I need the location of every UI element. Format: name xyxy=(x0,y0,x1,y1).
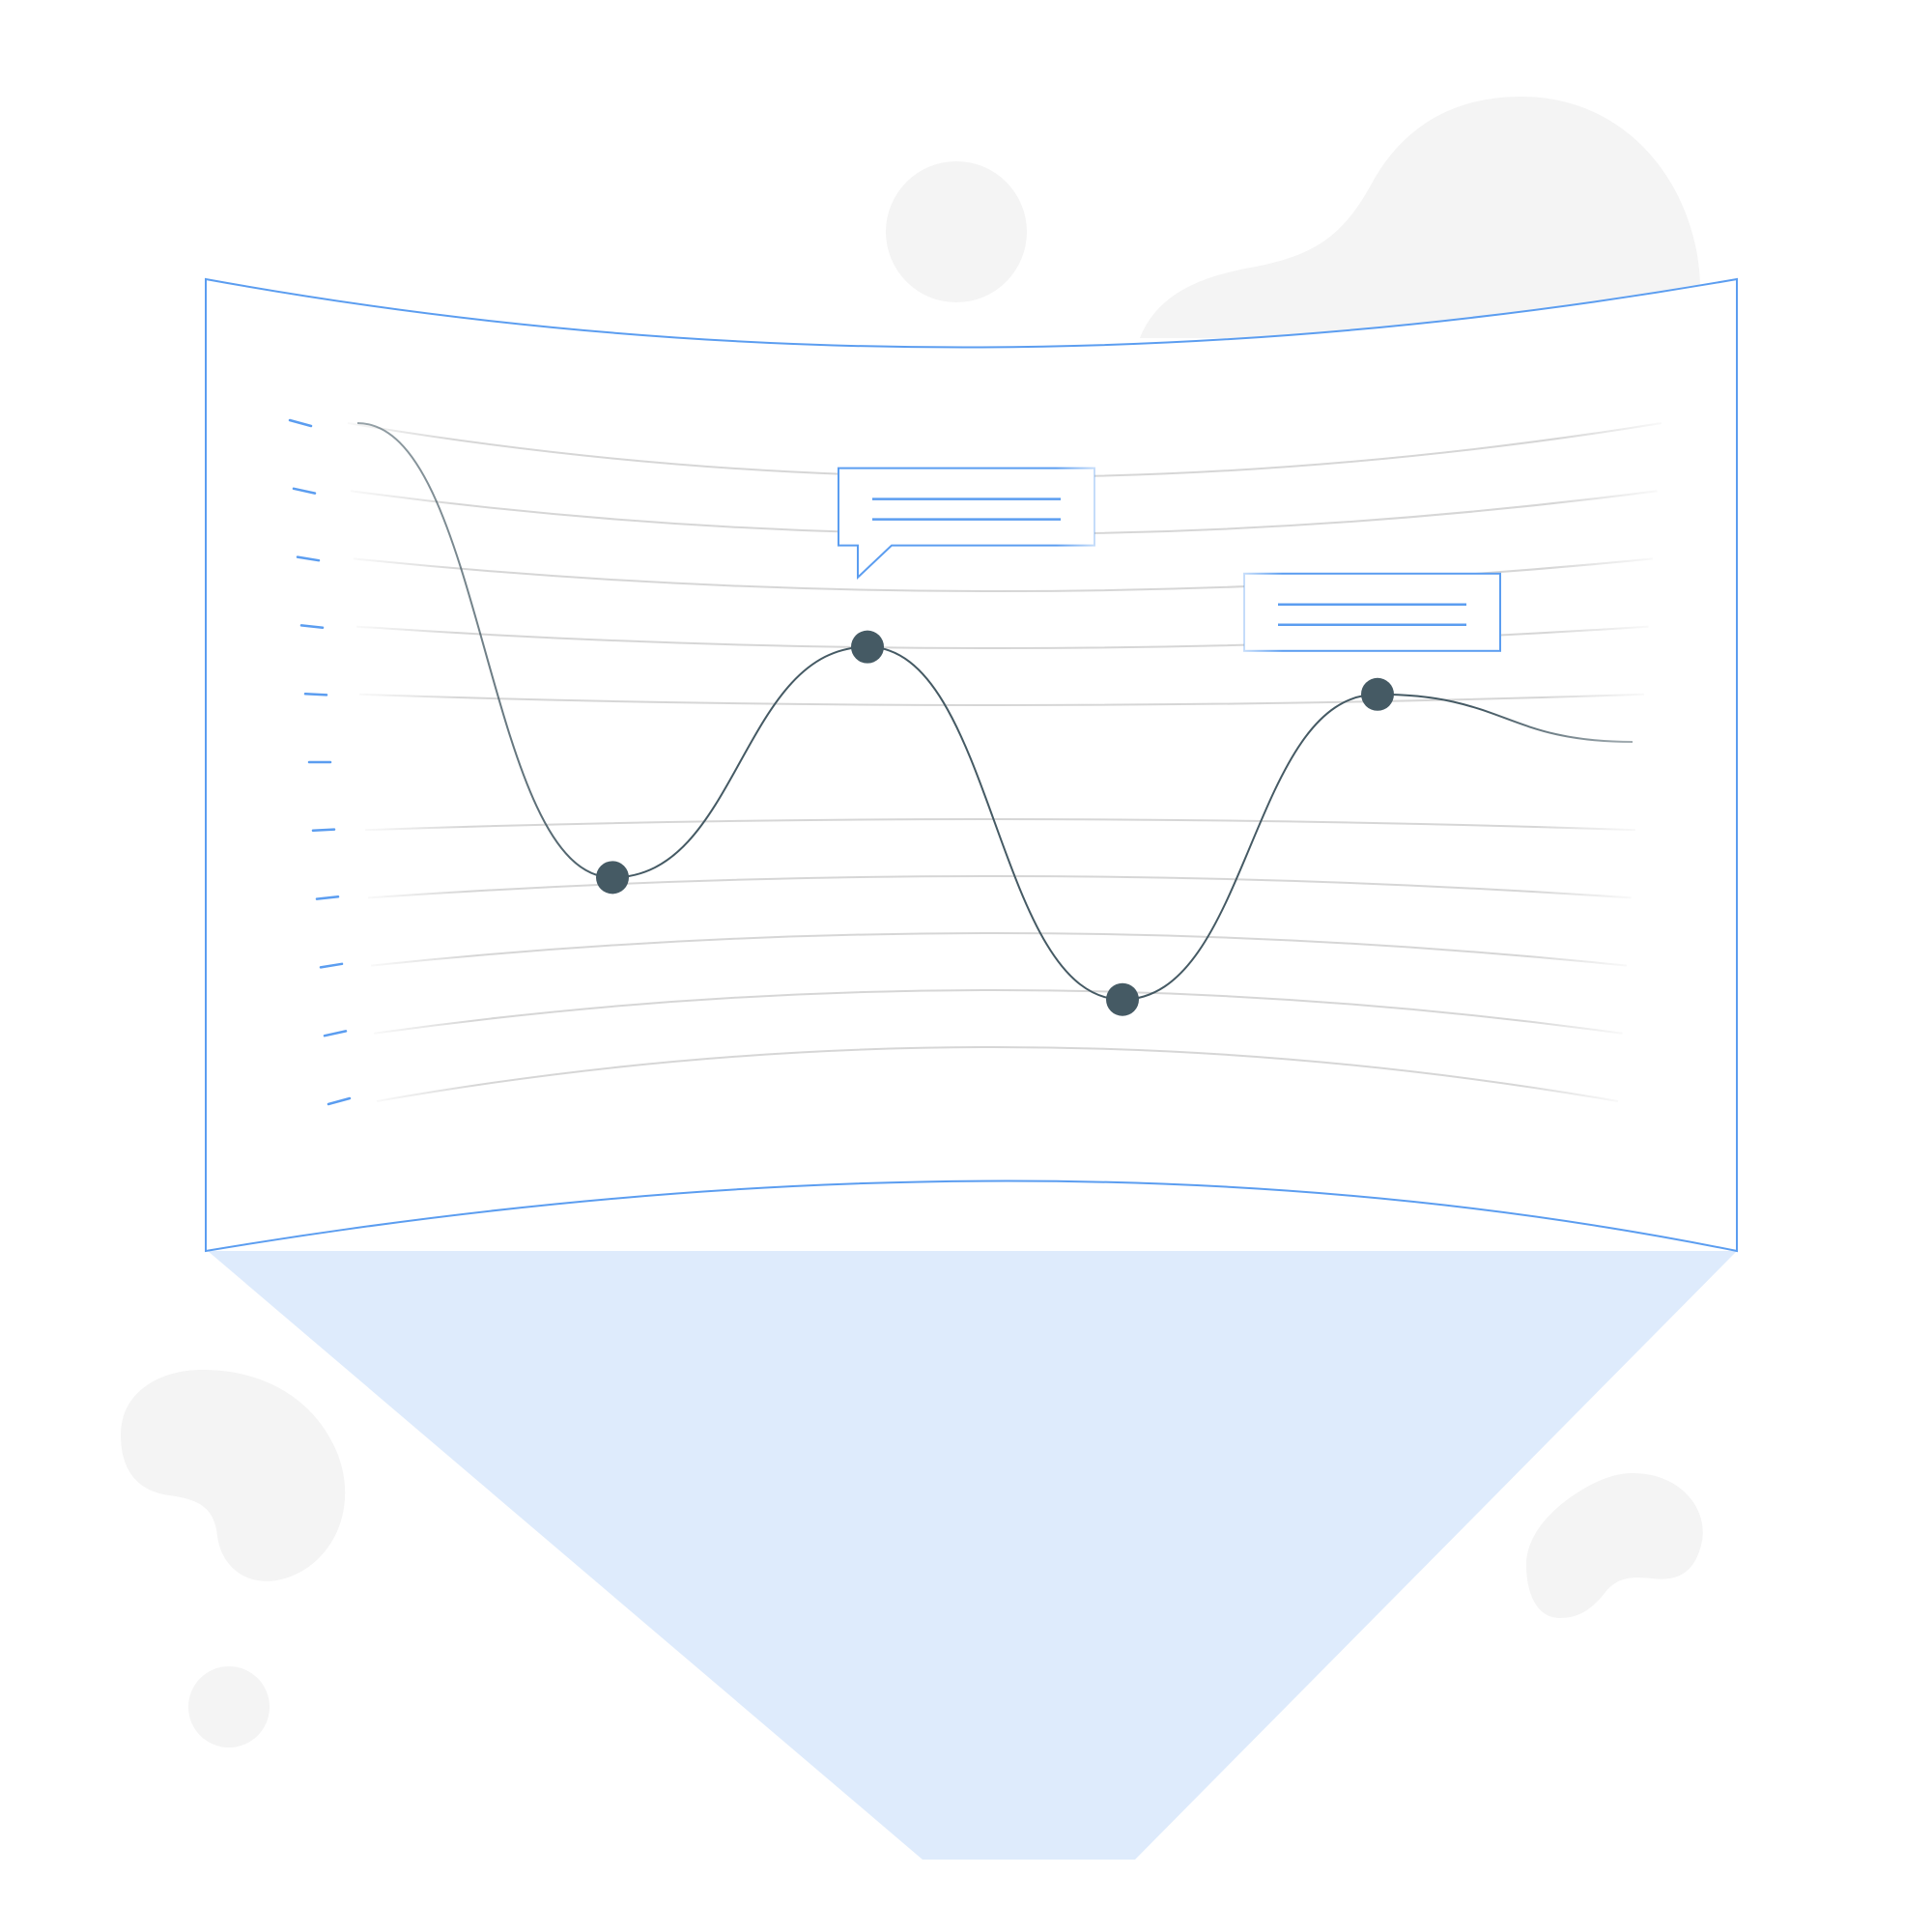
chart-callouts xyxy=(838,467,1501,652)
curved-screen xyxy=(205,277,1738,1253)
y-tick xyxy=(327,1096,352,1106)
data-point xyxy=(596,861,629,895)
blob-top-right xyxy=(1140,97,1700,338)
grid-line xyxy=(358,693,1645,706)
y-tick xyxy=(303,692,328,696)
background-blobs xyxy=(121,97,1703,1747)
y-tick xyxy=(299,624,325,630)
y-tick xyxy=(311,828,336,833)
y-tick xyxy=(323,1030,348,1037)
y-tick xyxy=(292,487,317,495)
y-tick xyxy=(315,895,340,900)
data-point xyxy=(851,630,884,664)
grid-line xyxy=(367,875,1632,899)
y-tick xyxy=(288,418,313,428)
projection-cone xyxy=(208,1251,1737,1860)
blob-bottom-right xyxy=(1526,1473,1703,1618)
blob-circle-top xyxy=(886,161,1027,302)
data-point xyxy=(1361,677,1394,711)
blob-circle-bottom-left xyxy=(188,1666,270,1747)
grid-line xyxy=(376,1046,1619,1102)
speech-bubble-callout xyxy=(838,467,1095,580)
y-axis-ticks xyxy=(288,418,352,1106)
chart-series xyxy=(356,422,1634,1016)
grid-line xyxy=(370,932,1628,967)
label-box-callout xyxy=(1243,572,1501,652)
grid-line xyxy=(373,989,1623,1035)
y-tick xyxy=(296,555,321,562)
y-tick xyxy=(319,962,344,969)
blob-bottom-left xyxy=(121,1370,346,1581)
data-point xyxy=(1106,982,1139,1016)
grid-line xyxy=(364,818,1636,832)
